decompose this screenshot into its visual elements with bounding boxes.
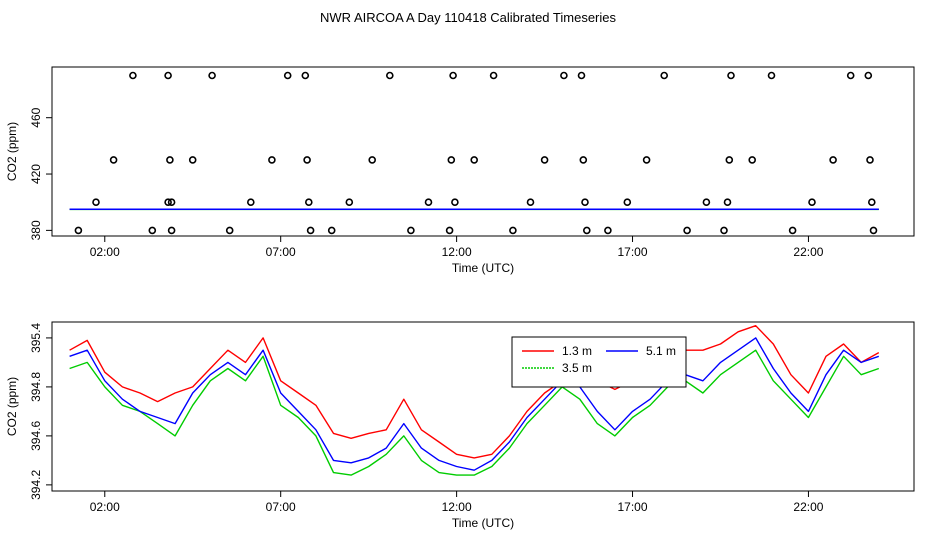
data-point bbox=[866, 156, 874, 164]
data-point bbox=[577, 71, 586, 80]
y-tick-label: 395.4 bbox=[29, 323, 43, 353]
data-point bbox=[368, 156, 377, 164]
data-point bbox=[489, 71, 498, 80]
y-tick-label: 394.2 bbox=[29, 470, 43, 500]
bottom-panel: 02:00 07:00 12:00 17:00 22:00 394.2 394.6 394.8… bbox=[5, 321, 915, 530]
data-point bbox=[725, 156, 734, 164]
data-point bbox=[581, 198, 589, 206]
data-point bbox=[864, 71, 873, 80]
data-point bbox=[604, 226, 612, 235]
data-point bbox=[451, 198, 459, 206]
data-point bbox=[846, 71, 855, 80]
y-tick-label: 420 bbox=[29, 164, 43, 184]
data-point bbox=[208, 71, 216, 80]
data-point bbox=[327, 226, 336, 235]
y-axis-label: CO2 (ppm) bbox=[5, 122, 19, 181]
data-point bbox=[869, 226, 878, 235]
data-point bbox=[808, 198, 816, 206]
y-tick-label: 380 bbox=[29, 220, 43, 240]
data-point bbox=[109, 156, 118, 164]
data-point bbox=[867, 198, 876, 206]
data-point bbox=[167, 198, 176, 206]
data-point bbox=[345, 198, 354, 206]
data-point bbox=[660, 71, 669, 80]
data-point bbox=[148, 226, 157, 235]
top-panel: 02:00 07:00 12:00 17:00 22:00 380 420 460 Time (… bbox=[5, 66, 915, 275]
data-point bbox=[407, 226, 415, 235]
data-point bbox=[720, 226, 728, 235]
data-point bbox=[164, 71, 172, 80]
x-tick-label: 17:00 bbox=[618, 245, 648, 259]
data-point bbox=[92, 198, 100, 206]
data-point bbox=[74, 226, 83, 235]
data-point bbox=[560, 71, 568, 80]
data-point bbox=[247, 198, 255, 206]
data-point bbox=[540, 156, 549, 164]
data-point bbox=[385, 71, 394, 80]
data-point bbox=[424, 198, 433, 206]
plot-frame bbox=[51, 66, 915, 237]
data-point bbox=[579, 156, 588, 164]
x-tick-label: 22:00 bbox=[793, 500, 823, 514]
legend: 1.3 m 5.1 m 3.5 m bbox=[511, 336, 687, 388]
x-tick-label: 22:00 bbox=[793, 245, 823, 259]
data-point bbox=[304, 198, 313, 206]
data-point bbox=[683, 226, 691, 235]
data-point bbox=[306, 226, 315, 235]
data-point bbox=[702, 198, 711, 206]
x-tick-label: 07:00 bbox=[266, 500, 296, 514]
figure-title: NWR AIRCOA A Day 110418 Calibrated Times… bbox=[320, 10, 616, 25]
data-point bbox=[642, 156, 651, 164]
data-point bbox=[303, 156, 311, 164]
data-point bbox=[283, 71, 292, 80]
plot-frame bbox=[51, 321, 915, 492]
x-tick-label: 12:00 bbox=[442, 500, 472, 514]
x-tick-label: 12:00 bbox=[442, 245, 472, 259]
data-point bbox=[225, 226, 234, 235]
data-point bbox=[788, 226, 797, 235]
data-point bbox=[445, 226, 454, 235]
data-point bbox=[727, 71, 735, 80]
data-point bbox=[748, 156, 757, 164]
data-point bbox=[470, 156, 479, 164]
data-point bbox=[164, 198, 172, 206]
legend-label: 3.5 m bbox=[562, 361, 592, 375]
x-axis-label: Time (UTC) bbox=[452, 261, 514, 275]
data-point bbox=[166, 156, 174, 164]
y-tick-label: 460 bbox=[29, 107, 43, 127]
data-point bbox=[623, 198, 632, 206]
series-line-5-1-m bbox=[69, 337, 880, 471]
series-line-1-3-m bbox=[69, 325, 880, 459]
data-point bbox=[301, 71, 310, 80]
y-tick-label: 394.8 bbox=[29, 372, 43, 402]
data-point bbox=[829, 156, 837, 164]
legend-label: 1.3 m bbox=[562, 344, 592, 358]
legend-box bbox=[511, 336, 687, 388]
data-point bbox=[526, 198, 535, 206]
data-point bbox=[723, 198, 732, 206]
data-point bbox=[449, 71, 457, 80]
x-tick-label: 17:00 bbox=[618, 500, 648, 514]
legend-label: 5.1 m bbox=[646, 344, 676, 358]
data-point bbox=[129, 71, 137, 80]
y-tick-label: 394.6 bbox=[29, 421, 43, 451]
x-tick-label: 07:00 bbox=[266, 245, 296, 259]
data-point bbox=[188, 156, 197, 164]
data-point bbox=[582, 226, 591, 235]
data-point bbox=[167, 226, 176, 235]
data-point bbox=[509, 226, 517, 235]
data-point bbox=[447, 156, 456, 164]
x-axis-label: Time (UTC) bbox=[452, 516, 514, 530]
data-point bbox=[767, 71, 776, 80]
series-line-3-5-m bbox=[69, 349, 880, 476]
x-tick-label: 02:00 bbox=[90, 245, 120, 259]
y-axis-label: CO2 (ppm) bbox=[5, 377, 19, 436]
data-point bbox=[268, 156, 276, 164]
x-tick-label: 02:00 bbox=[90, 500, 120, 514]
